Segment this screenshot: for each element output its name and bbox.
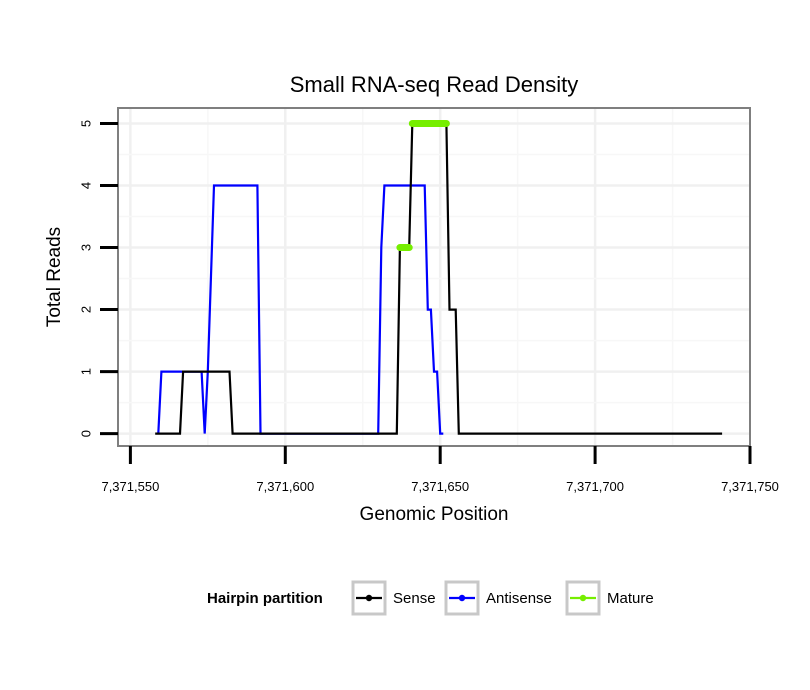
y-tick-label: 2 — [79, 306, 94, 313]
plot-panel — [118, 108, 750, 446]
y-tick-label: 3 — [79, 244, 94, 251]
legend-label-antisense: Antisense — [486, 590, 552, 607]
plot-border — [117, 107, 751, 447]
y-axis-title: Total Reads — [44, 227, 65, 327]
y-tick-label: 4 — [79, 182, 94, 189]
legend-title: Hairpin partition — [207, 590, 323, 607]
legend-label-mature: Mature — [607, 590, 654, 607]
antisense-series-line — [157, 184, 444, 435]
series-layer — [155, 120, 723, 435]
x-tick-label: 7,371,700 — [566, 479, 624, 494]
y-tick-label: 0 — [79, 430, 94, 437]
legend-label-sense: Sense — [393, 590, 436, 607]
axes: 7,371,550 7,371,600 7,371,650 7,371,700 7,37… — [79, 120, 779, 494]
legend: Hairpin partition Sense Antisense Mature — [207, 580, 654, 616]
chart-title: Small RNA-seq Read Density — [290, 72, 579, 97]
y-tick-label: 1 — [79, 368, 94, 375]
x-tick-label: 7,371,600 — [256, 479, 314, 494]
x-tick-label: 7,371,750 — [721, 479, 779, 494]
legend-key-point-mature — [579, 594, 587, 602]
x-tick-label: 7,371,550 — [101, 479, 159, 494]
y-tick-label: 5 — [79, 120, 94, 127]
x-tick-label: 7,371,650 — [411, 479, 469, 494]
legend-key-point-sense — [365, 594, 373, 602]
legend-key-point-antisense — [458, 594, 466, 602]
x-axis-title: Genomic Position — [360, 504, 509, 525]
